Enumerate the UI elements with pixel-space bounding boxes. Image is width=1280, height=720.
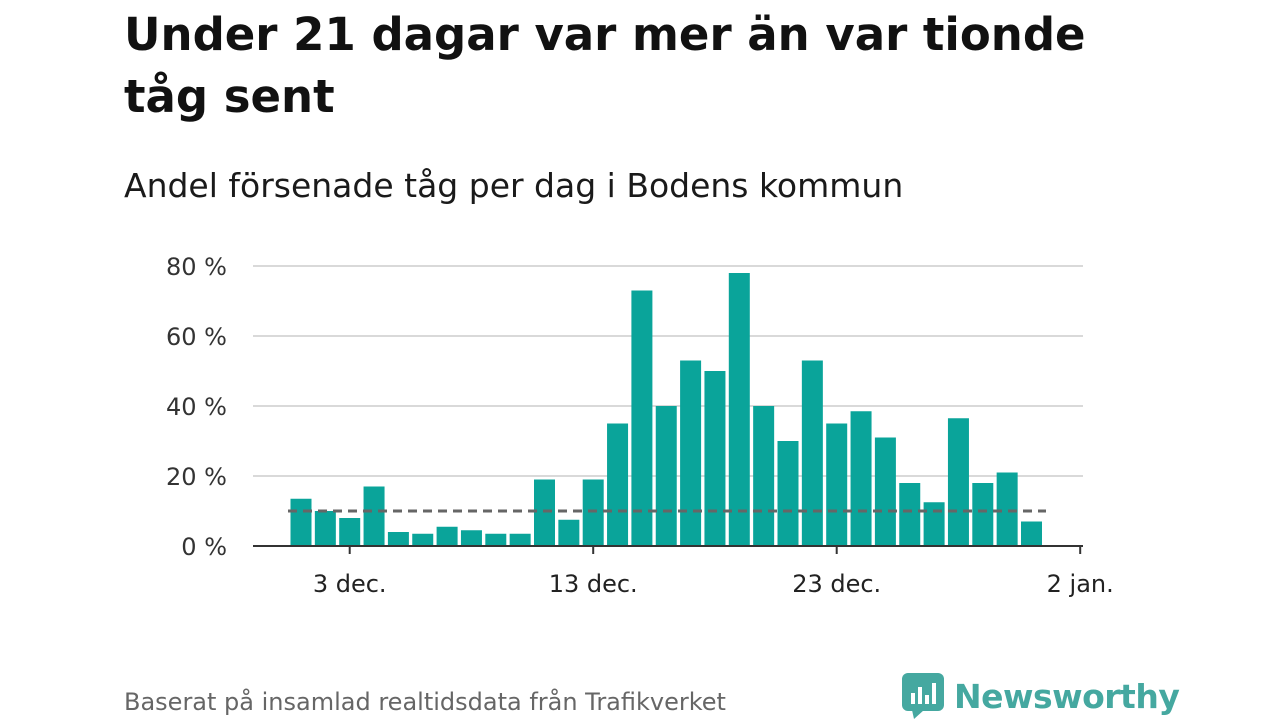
bar: [534, 479, 555, 546]
bar: [850, 411, 872, 546]
bar: [607, 423, 629, 546]
chart-title: Under 21 dagar var mer än var tionde tåg…: [124, 8, 1086, 123]
brand-logo: Newsworthy: [902, 672, 1180, 720]
bar: [655, 406, 677, 546]
bar: [680, 360, 702, 546]
bar: [899, 483, 921, 546]
bar: [801, 360, 823, 546]
y-tick-label: 20 %: [166, 463, 227, 491]
bar: [558, 519, 580, 546]
y-tick-label: 80 %: [166, 253, 227, 281]
bar: [631, 290, 653, 546]
y-tick-label: 40 %: [166, 393, 227, 421]
bar: [339, 518, 361, 546]
bar: [923, 502, 945, 546]
y-tick-label: 60 %: [166, 323, 227, 351]
bar: [290, 498, 312, 546]
bar: [582, 479, 604, 546]
bar: [996, 472, 1018, 546]
bar: [704, 371, 726, 546]
source-note: Baserat på insamlad realtidsdata från Tr…: [124, 688, 726, 716]
x-tick-label: 2 jan.: [1047, 570, 1114, 598]
bar: [753, 406, 775, 546]
bar: [509, 533, 531, 546]
bar: [728, 273, 750, 546]
x-tick-label: 23 dec.: [792, 570, 881, 598]
brand-name: Newsworthy: [954, 676, 1180, 716]
y-tick-label: 0 %: [181, 533, 227, 561]
bar: [826, 423, 848, 546]
bar: [972, 483, 994, 546]
bar: [387, 532, 409, 546]
x-tick-label: 13 dec.: [549, 570, 638, 598]
bar: [777, 441, 799, 546]
bar: [1021, 521, 1042, 546]
newsworthy-logo-icon: [902, 673, 944, 719]
chart-subtitle: Andel försenade tåg per dag i Bodens kom…: [124, 166, 904, 205]
x-tick-label: 3 dec.: [313, 570, 387, 598]
bar: [874, 437, 896, 546]
bar: [363, 486, 385, 546]
bar: [460, 530, 482, 546]
bar: [436, 526, 458, 546]
bar: [947, 418, 969, 546]
bar: [412, 533, 434, 546]
bar: [485, 533, 507, 546]
bar: [314, 511, 336, 546]
